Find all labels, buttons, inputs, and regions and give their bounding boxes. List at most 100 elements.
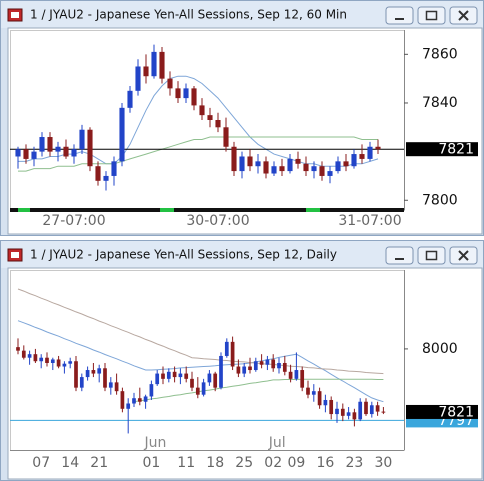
window-icon-inner bbox=[11, 252, 19, 258]
candle-body bbox=[223, 127, 229, 147]
x-tick-label: 16 bbox=[316, 455, 334, 471]
candle-body bbox=[207, 115, 213, 120]
candle-body bbox=[132, 398, 136, 404]
x-tick-label: 25 bbox=[235, 455, 253, 471]
candle-body bbox=[126, 403, 131, 409]
x-tick-label: 09 bbox=[287, 455, 305, 471]
candle-body bbox=[306, 387, 310, 395]
candle-body bbox=[319, 166, 325, 176]
session-marker bbox=[18, 208, 30, 212]
x-tick-label: 23 bbox=[345, 455, 363, 471]
maximize-button[interactable] bbox=[417, 246, 446, 265]
moving-average bbox=[18, 136, 378, 172]
minimize-button[interactable] bbox=[385, 6, 414, 25]
candle-body bbox=[215, 120, 221, 128]
candle-body bbox=[119, 107, 125, 162]
candle-body bbox=[91, 370, 96, 374]
candle-body bbox=[255, 161, 261, 167]
candle-body bbox=[33, 354, 38, 362]
candle-body bbox=[329, 399, 334, 415]
candle-body bbox=[335, 161, 341, 172]
moving-average bbox=[133, 378, 384, 403]
candle-body bbox=[39, 357, 44, 362]
candle-body bbox=[71, 149, 77, 157]
candle-body bbox=[303, 163, 309, 172]
candle-body bbox=[87, 129, 93, 167]
candle-body bbox=[335, 408, 339, 415]
candle-body bbox=[62, 363, 67, 367]
candle-body bbox=[190, 378, 194, 388]
candle-body bbox=[199, 105, 205, 116]
candle-body bbox=[31, 151, 37, 159]
candle-body bbox=[247, 156, 253, 167]
candle-body bbox=[317, 391, 322, 406]
x-tick-label: 01 bbox=[142, 455, 160, 471]
moving-average bbox=[18, 75, 379, 167]
candle-body bbox=[155, 373, 160, 385]
candle-body bbox=[143, 66, 149, 77]
candle-body bbox=[178, 373, 183, 378]
candle-body bbox=[367, 146, 373, 159]
candle-body bbox=[167, 78, 173, 89]
candle-body bbox=[111, 161, 117, 176]
candle-body bbox=[191, 88, 197, 106]
plot-area bbox=[10, 270, 405, 451]
candle-body bbox=[47, 137, 53, 152]
x-tick-label: 18 bbox=[206, 455, 224, 471]
price-label-box bbox=[406, 404, 478, 419]
candle-body bbox=[95, 166, 101, 181]
candle-body bbox=[23, 149, 29, 159]
x-tick-label: 21 bbox=[90, 455, 108, 471]
minimize-button[interactable] bbox=[385, 246, 414, 265]
candle-body bbox=[103, 368, 107, 388]
candle-body bbox=[21, 350, 26, 358]
candle-body bbox=[79, 377, 84, 388]
candle-body bbox=[271, 359, 276, 369]
candle-body bbox=[143, 396, 148, 402]
candle-body bbox=[195, 387, 200, 395]
candle-body bbox=[108, 382, 113, 388]
candle-body bbox=[74, 361, 78, 388]
candle-body bbox=[79, 129, 85, 150]
candle-body bbox=[375, 146, 381, 150]
candle-body bbox=[375, 405, 380, 412]
candle-body bbox=[282, 362, 287, 372]
candle-body bbox=[359, 154, 365, 159]
session-strip bbox=[10, 208, 404, 212]
candle-body bbox=[207, 373, 212, 383]
x-tick-label: 30-07:00 bbox=[186, 213, 249, 229]
candle-body bbox=[175, 88, 181, 99]
candle-body bbox=[159, 51, 165, 79]
candle-body bbox=[184, 373, 189, 379]
candle-body bbox=[300, 370, 305, 388]
candle-body bbox=[265, 359, 270, 365]
candle-body bbox=[242, 366, 247, 374]
candle-body bbox=[166, 371, 171, 379]
y-tick-label: 7860 bbox=[422, 46, 458, 62]
maximize-button[interactable] bbox=[417, 6, 446, 25]
candle-body bbox=[295, 158, 301, 164]
candle-body bbox=[381, 411, 386, 413]
candle-body bbox=[253, 361, 258, 371]
candle-body bbox=[151, 51, 157, 77]
candle-body bbox=[294, 370, 299, 379]
candle-body bbox=[230, 341, 235, 367]
candle-body bbox=[327, 171, 333, 176]
candle-body bbox=[287, 158, 293, 172]
candle-body bbox=[351, 154, 357, 167]
candle-body bbox=[172, 371, 177, 378]
candle-body bbox=[369, 405, 374, 415]
x-tick-label: 30 bbox=[374, 455, 392, 471]
candle-body bbox=[135, 66, 141, 91]
candle-body bbox=[213, 373, 218, 388]
candle-body bbox=[149, 384, 154, 397]
candle-body bbox=[263, 161, 269, 174]
candle-body bbox=[161, 373, 165, 379]
session-marker bbox=[160, 208, 174, 212]
candle-body bbox=[358, 401, 363, 420]
candle-body bbox=[15, 149, 21, 157]
x-tick-label: 14 bbox=[61, 455, 79, 471]
candle-body bbox=[201, 382, 206, 395]
candle-body bbox=[120, 391, 125, 409]
candle-body bbox=[103, 175, 109, 181]
